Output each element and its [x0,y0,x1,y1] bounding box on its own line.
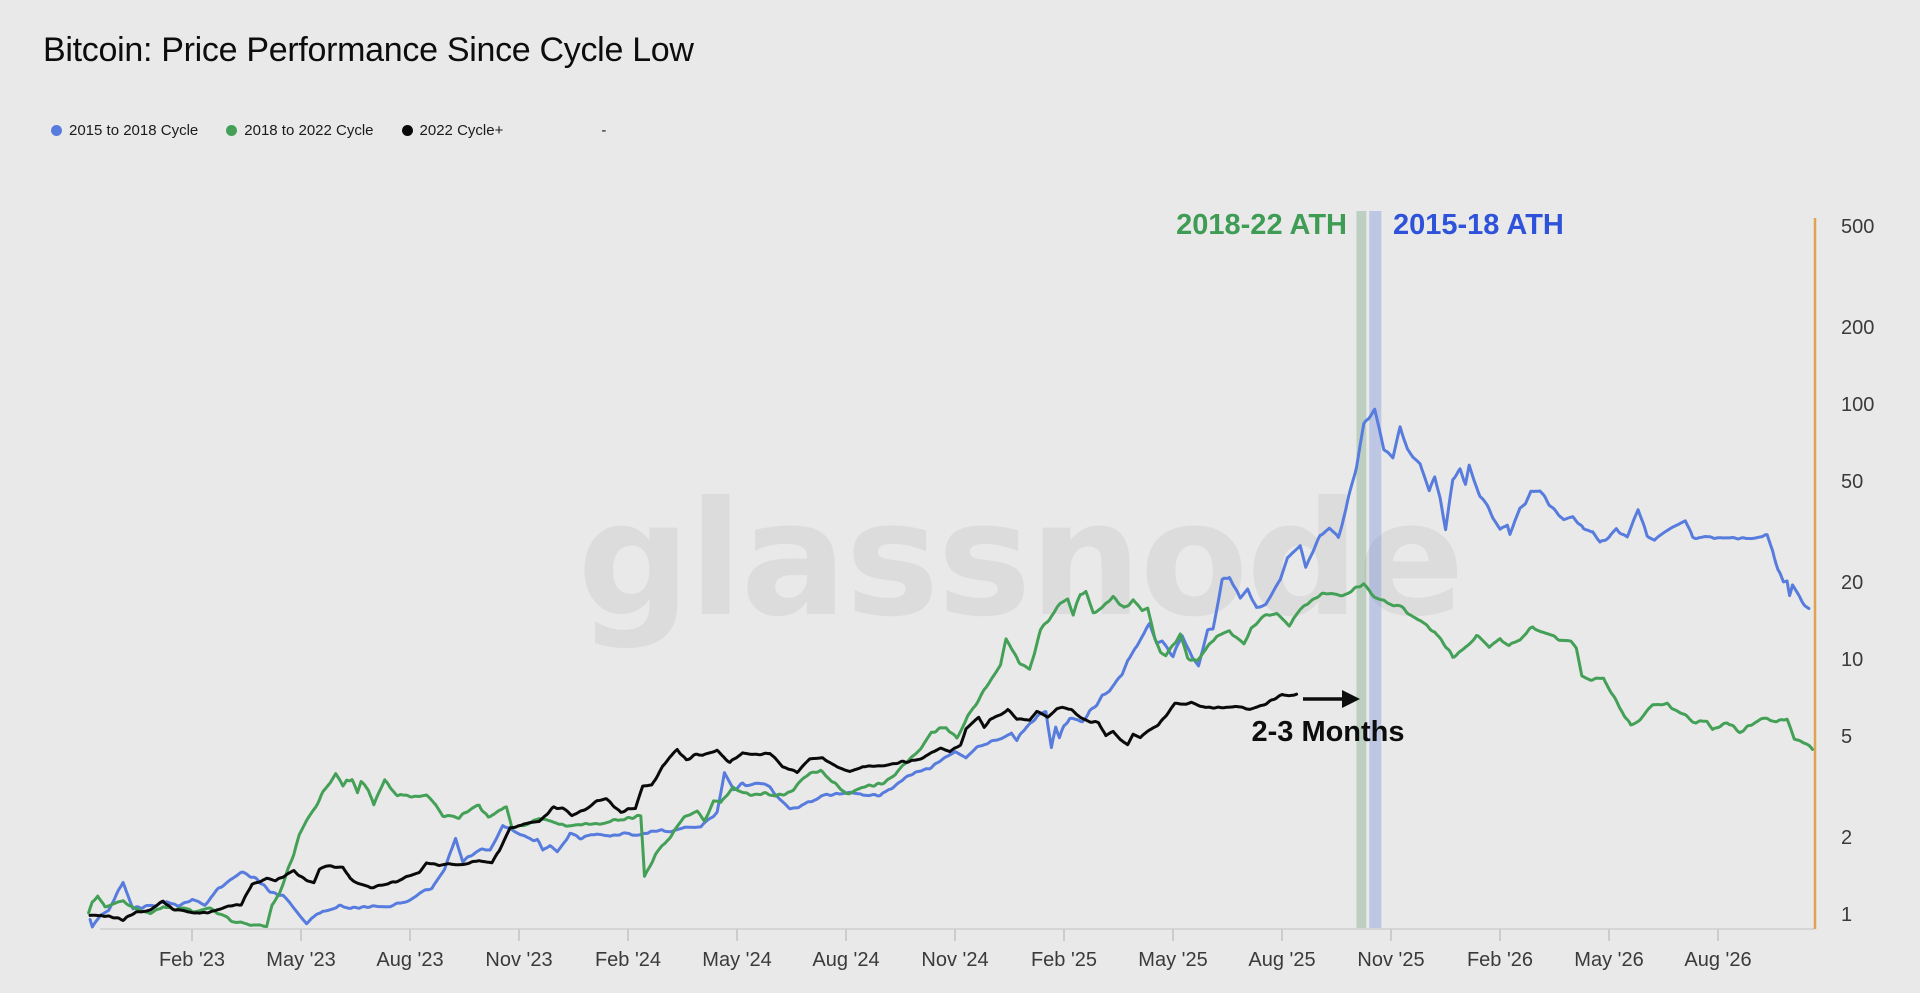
y-tick-label: 10 [1841,649,1864,671]
x-tick-label: Aug '24 [812,949,880,971]
y-tick-label: 500 [1841,215,1875,238]
x-tick-label: May '25 [1138,949,1208,971]
x-tick-label: Nov '23 [485,949,553,971]
2015-18-ath-band [1369,211,1382,928]
legend-dot-icon [401,125,413,136]
x-tick-label: Feb '26 [1466,949,1534,971]
months-annotation: 2-3 Months [1251,716,1405,748]
x-tick-label: Nov '25 [1357,949,1425,971]
ath-2015-18-annotation: 2015-18 ATH [1393,209,1564,241]
x-tick-label: Feb '25 [1030,949,1098,971]
legend-extra-item: - [601,122,607,139]
ath-2018-22-annotation: 2018-22 ATH [1176,209,1347,241]
x-tick-label: Nov '24 [921,949,989,971]
x-tick-label: Feb '23 [158,949,226,971]
legend-item-label: 2018 to 2022 Cycle [244,122,374,139]
y-tick-label: 5 [1841,725,1853,748]
series-line-2015-to-2018-cycle [88,407,1811,929]
legend-item-label: 2022 Cycle+ [419,122,504,139]
y-tick-label: 20 [1841,572,1864,595]
legend-item-label: 2015 to 2018 Cycle [69,122,199,139]
y-tick-label: 100 [1841,394,1875,416]
series-line-2018-to-2022-cycle [87,582,1814,929]
x-tick-label: May '26 [1574,949,1644,971]
y-tick-label: 2 [1841,827,1853,850]
legend-item-2015-to-2018-cycle[interactable]: 2015 to 2018 Cycle [51,122,198,139]
y-tick-label: 50 [1841,470,1864,493]
y-tick-label: 1 [1841,904,1853,926]
x-tick-label: Aug '25 [1248,949,1316,971]
x-tick-label: May '23 [266,949,336,971]
legend-dot-icon [226,125,238,136]
glassnode-watermark: glassnode [577,468,1464,652]
legend-item-2018-to-2022-cycle[interactable]: 2018 to 2022 Cycle [226,122,374,139]
2018-22-ath-band [1356,211,1367,928]
legend-dot-icon [51,125,62,136]
x-tick-label: Aug '23 [376,949,444,971]
legend: 2015 to 2018 Cycle 2018 to 2022 Cycle 2022… [51,122,606,139]
y-tick-label: 200 [1841,317,1875,340]
page-title: Bitcoin: Price Performance Since Cycle L… [43,31,694,69]
series-line-2022-cycle- [88,692,1299,922]
legend-item-2022-cycle-[interactable]: 2022 Cycle+ [401,122,504,139]
x-tick-label: Aug '26 [1684,949,1752,971]
x-tick-label: Feb '24 [594,949,662,971]
x-tick-label: May '24 [702,949,772,971]
months-arrow-head [1342,690,1360,708]
